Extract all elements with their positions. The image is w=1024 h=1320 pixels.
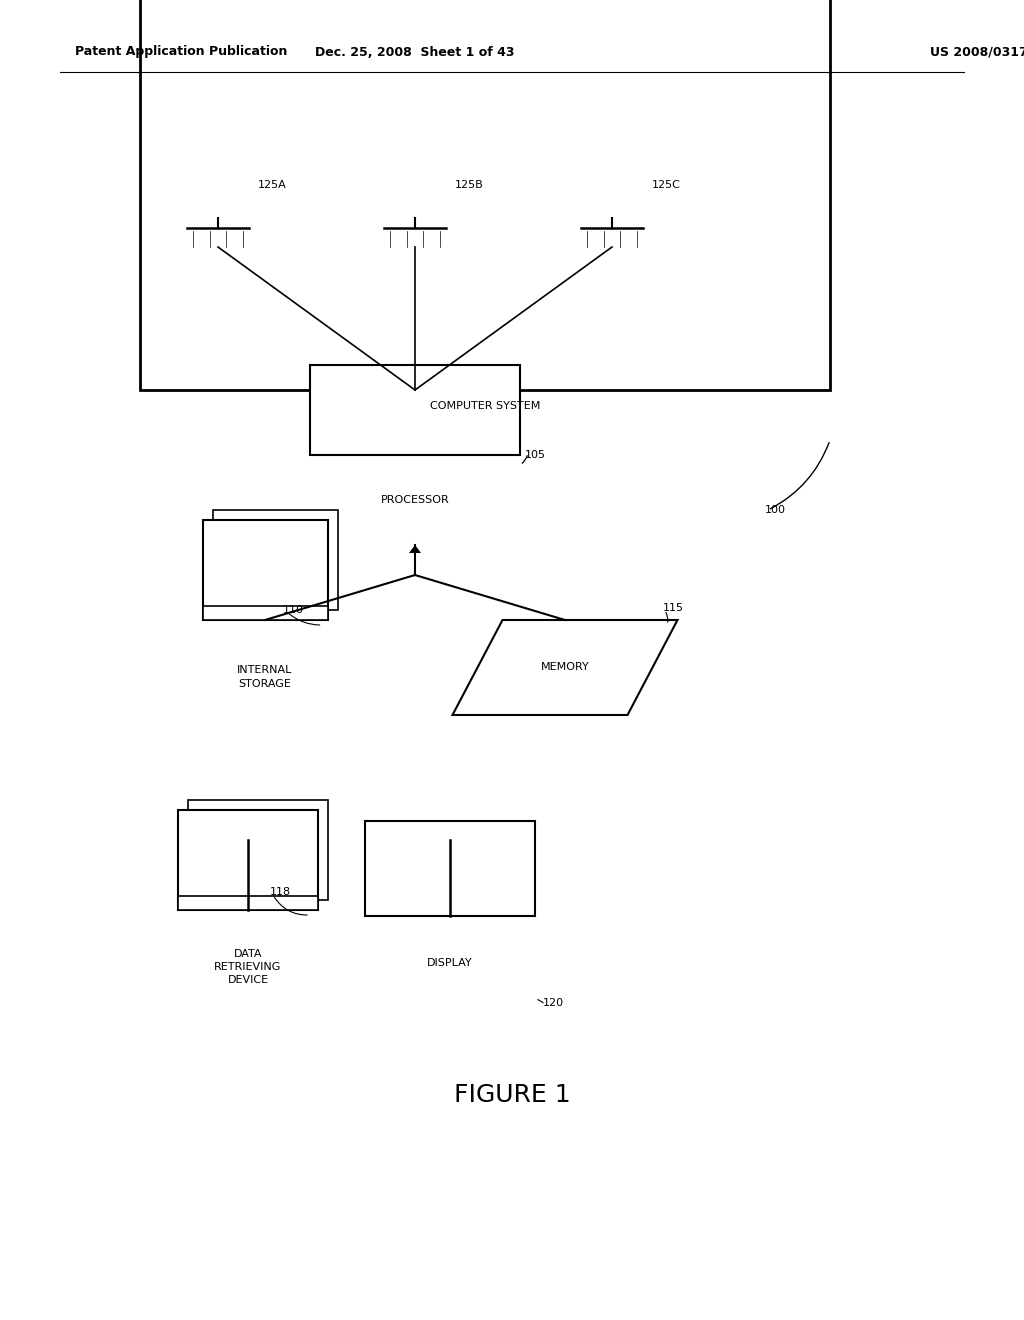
Text: DATA
RETRIEVING
DEVICE: DATA RETRIEVING DEVICE bbox=[214, 949, 282, 985]
Text: 125A: 125A bbox=[258, 180, 287, 190]
Bar bbox=[442, 220, 453, 234]
Bar bbox=[639, 220, 649, 234]
Text: MEMORY: MEMORY bbox=[541, 663, 590, 672]
Bar bbox=[182, 102, 254, 160]
Bar bbox=[203, 520, 328, 620]
Text: 100: 100 bbox=[765, 506, 786, 515]
Text: 125B: 125B bbox=[455, 180, 483, 190]
Bar bbox=[379, 102, 451, 160]
Bar bbox=[570, 215, 653, 231]
Bar bbox=[310, 366, 520, 455]
Text: Patent Application Publication: Patent Application Publication bbox=[75, 45, 288, 58]
Bar bbox=[140, 0, 830, 389]
Bar bbox=[193, 133, 244, 170]
Text: COMPUTER SYSTEM: COMPUTER SYSTEM bbox=[430, 401, 541, 411]
Text: 118: 118 bbox=[270, 887, 291, 898]
Bar bbox=[188, 800, 328, 900]
Text: 120: 120 bbox=[543, 998, 564, 1008]
Bar bbox=[586, 133, 638, 170]
Text: Dec. 25, 2008  Sheet 1 of 43: Dec. 25, 2008 Sheet 1 of 43 bbox=[315, 45, 515, 58]
Bar bbox=[203, 606, 328, 620]
Text: 115: 115 bbox=[663, 603, 683, 612]
Text: 105: 105 bbox=[525, 450, 546, 459]
Bar bbox=[178, 810, 318, 909]
Text: INTERNAL
STORAGE: INTERNAL STORAGE bbox=[238, 665, 293, 689]
Text: 110: 110 bbox=[283, 605, 304, 615]
Bar bbox=[246, 220, 255, 234]
Text: PROCESSOR: PROCESSOR bbox=[381, 495, 450, 506]
Polygon shape bbox=[409, 545, 421, 553]
Bar bbox=[575, 102, 648, 160]
Bar bbox=[176, 215, 259, 231]
Text: US 2008/0317731 A1: US 2008/0317731 A1 bbox=[930, 45, 1024, 58]
Polygon shape bbox=[453, 620, 678, 715]
Bar bbox=[374, 215, 457, 231]
Text: 125C: 125C bbox=[652, 180, 681, 190]
Bar bbox=[213, 510, 338, 610]
Bar bbox=[389, 133, 441, 170]
Bar bbox=[365, 821, 535, 916]
Bar bbox=[178, 896, 318, 909]
Text: FIGURE 1: FIGURE 1 bbox=[454, 1082, 570, 1107]
Text: DISPLAY: DISPLAY bbox=[427, 958, 473, 969]
